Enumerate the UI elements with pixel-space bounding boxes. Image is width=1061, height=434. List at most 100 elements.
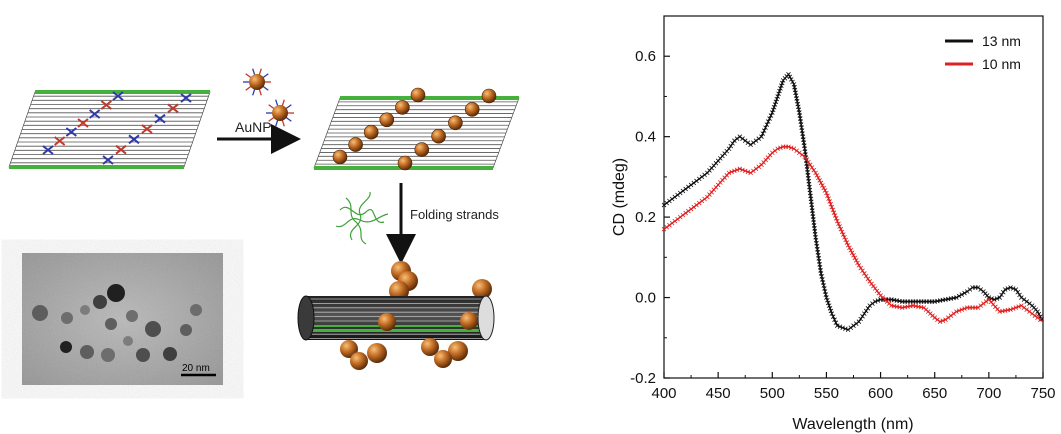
data-point: [777, 88, 782, 94]
data-point: [680, 212, 686, 218]
data-point: [851, 253, 856, 258]
data-point: [742, 138, 748, 143]
tem-particle: [180, 324, 192, 336]
data-point: [844, 240, 850, 245]
capture-strand: [167, 103, 179, 114]
gold-nanoparticle: [448, 341, 468, 361]
data-point: [954, 295, 959, 300]
gold-nanoparticle: [460, 312, 478, 330]
data-point: [788, 145, 794, 151]
data-point: [981, 301, 986, 306]
y-tick-label: 0.2: [635, 209, 656, 226]
tem-particle: [32, 305, 48, 321]
data-point: [728, 143, 734, 149]
gold-nanoparticle: [464, 102, 480, 117]
y-tick-label: 0.0: [635, 290, 656, 307]
data-point: [840, 232, 846, 237]
data-point: [669, 220, 675, 226]
capture-strand: [77, 118, 89, 128]
data-point: [831, 210, 837, 215]
data-point: [683, 210, 688, 216]
data-point: [863, 308, 869, 314]
data-point: [807, 162, 813, 168]
data-point: [740, 136, 745, 141]
tem-particle: [105, 318, 117, 330]
data-point: [751, 140, 756, 145]
tem-particle: [101, 348, 115, 362]
data-point: [843, 237, 848, 243]
data-point: [772, 102, 778, 107]
data-point: [935, 317, 940, 322]
data-point: [802, 154, 808, 160]
gold-nanoparticle: [481, 88, 497, 104]
arrow-aunp: AuNP: [217, 119, 301, 154]
tem-particle: [126, 310, 138, 322]
x-tick-label: 450: [706, 385, 731, 402]
origami-sheet-with-aunps: [313, 87, 520, 171]
data-point: [1001, 289, 1006, 295]
data-point: [763, 125, 768, 130]
data-point: [661, 202, 667, 208]
data-point: [688, 206, 694, 212]
data-point: [849, 250, 855, 256]
data-point: [975, 285, 981, 290]
series-line: [663, 73, 1044, 331]
legend: 13 nm 10 nm: [945, 33, 1021, 72]
data-point: [806, 159, 811, 165]
data-point: [699, 174, 705, 180]
data-point: [870, 301, 875, 306]
data-point: [737, 166, 743, 172]
tem-particle: [80, 305, 90, 315]
data-point: [825, 297, 830, 303]
tem-particle: [190, 304, 202, 316]
capture-strand: [89, 109, 101, 119]
data-point: [751, 168, 756, 174]
data-point: [694, 202, 699, 208]
data-point: [1027, 301, 1032, 306]
tem-particle: [60, 341, 72, 353]
data-point: [774, 96, 780, 102]
gold-nanoparticle: [395, 100, 410, 115]
tem-particle: [80, 345, 94, 359]
gold-nanoparticle: [410, 87, 426, 103]
data-point: [814, 173, 820, 178]
data-point: [664, 200, 669, 206]
data-point: [948, 313, 954, 318]
data-point: [867, 303, 873, 308]
data-point: [865, 305, 871, 311]
data-point: [742, 168, 748, 174]
gold-nanoparticle: [367, 343, 387, 363]
capture-strand: [128, 134, 140, 145]
data-point: [1002, 287, 1008, 292]
data-point: [860, 268, 865, 274]
data-point: [1010, 306, 1016, 311]
y-axis-label: CD (mdeg): [611, 158, 628, 236]
x-axis-ticks: 400 450 500 550 600 650 700 750: [651, 372, 1056, 402]
capture-strand: [100, 100, 112, 110]
data-point: [951, 311, 956, 316]
data-point: [994, 296, 1000, 301]
data-point: [760, 131, 766, 136]
data-point: [875, 298, 881, 303]
data-point: [748, 142, 753, 147]
data-point: [1019, 295, 1024, 300]
data-point: [778, 86, 783, 91]
data-point: [787, 74, 793, 80]
data-point: [797, 150, 802, 156]
data-point: [765, 119, 771, 124]
data-point: [702, 196, 707, 202]
data-point: [1038, 317, 1043, 322]
data-point: [826, 196, 831, 201]
tem-scale-label: 20 nm: [182, 363, 210, 374]
data-point: [786, 72, 791, 77]
data-point: [872, 299, 878, 304]
tem-particle: [136, 348, 150, 362]
gold-nanoparticle: [340, 340, 358, 358]
data-point: [761, 128, 767, 133]
arrow-folding: Folding strands: [386, 183, 499, 264]
arrow-folding-label: Folding strands: [410, 207, 499, 222]
data-point: [839, 229, 845, 235]
x-tick-label: 750: [1030, 385, 1055, 402]
capture-strand: [54, 136, 66, 146]
data-point: [862, 271, 867, 276]
